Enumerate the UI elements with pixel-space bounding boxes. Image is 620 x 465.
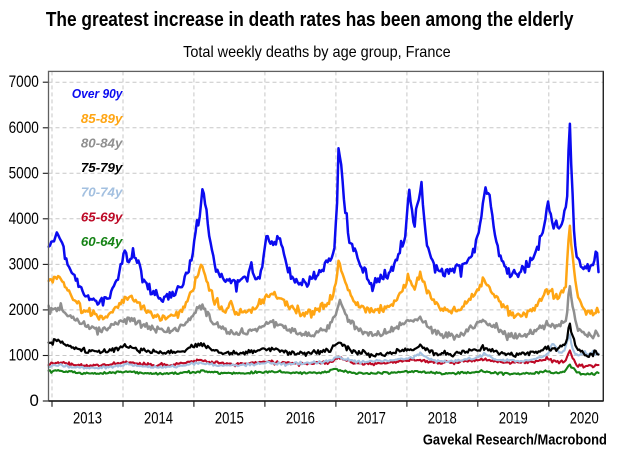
svg-text:75-79y: 75-79y <box>81 160 123 175</box>
svg-text:60-64y: 60-64y <box>81 234 123 249</box>
svg-text:6000: 6000 <box>9 118 39 137</box>
svg-text:4000: 4000 <box>9 209 39 228</box>
svg-text:2013: 2013 <box>73 408 102 427</box>
svg-text:Gavekal Research/Macrobond: Gavekal Research/Macrobond <box>423 433 607 449</box>
svg-text:Total weekly deaths by age gro: Total weekly deaths by age group, France <box>183 44 451 61</box>
svg-text:2015: 2015 <box>215 408 244 427</box>
svg-text:The greatest increase in death: The greatest increase in death rates has… <box>46 8 574 31</box>
svg-text:2020: 2020 <box>570 408 599 427</box>
svg-text:85-89y: 85-89y <box>81 111 123 126</box>
svg-text:0: 0 <box>29 391 38 410</box>
svg-text:7000: 7000 <box>9 72 39 91</box>
svg-text:2018: 2018 <box>428 408 457 427</box>
svg-text:Over 90y: Over 90y <box>72 86 123 101</box>
svg-text:65-69y: 65-69y <box>81 209 123 224</box>
svg-text:2019: 2019 <box>499 408 528 427</box>
svg-text:1000: 1000 <box>9 346 39 365</box>
svg-text:2016: 2016 <box>286 408 315 427</box>
svg-text:2017: 2017 <box>357 408 386 427</box>
svg-text:70-74y: 70-74y <box>81 185 123 200</box>
svg-text:2000: 2000 <box>9 300 39 319</box>
svg-text:3000: 3000 <box>9 254 39 273</box>
svg-text:80-84y: 80-84y <box>81 135 123 150</box>
svg-text:5000: 5000 <box>9 163 39 182</box>
svg-text:2014: 2014 <box>144 408 173 427</box>
